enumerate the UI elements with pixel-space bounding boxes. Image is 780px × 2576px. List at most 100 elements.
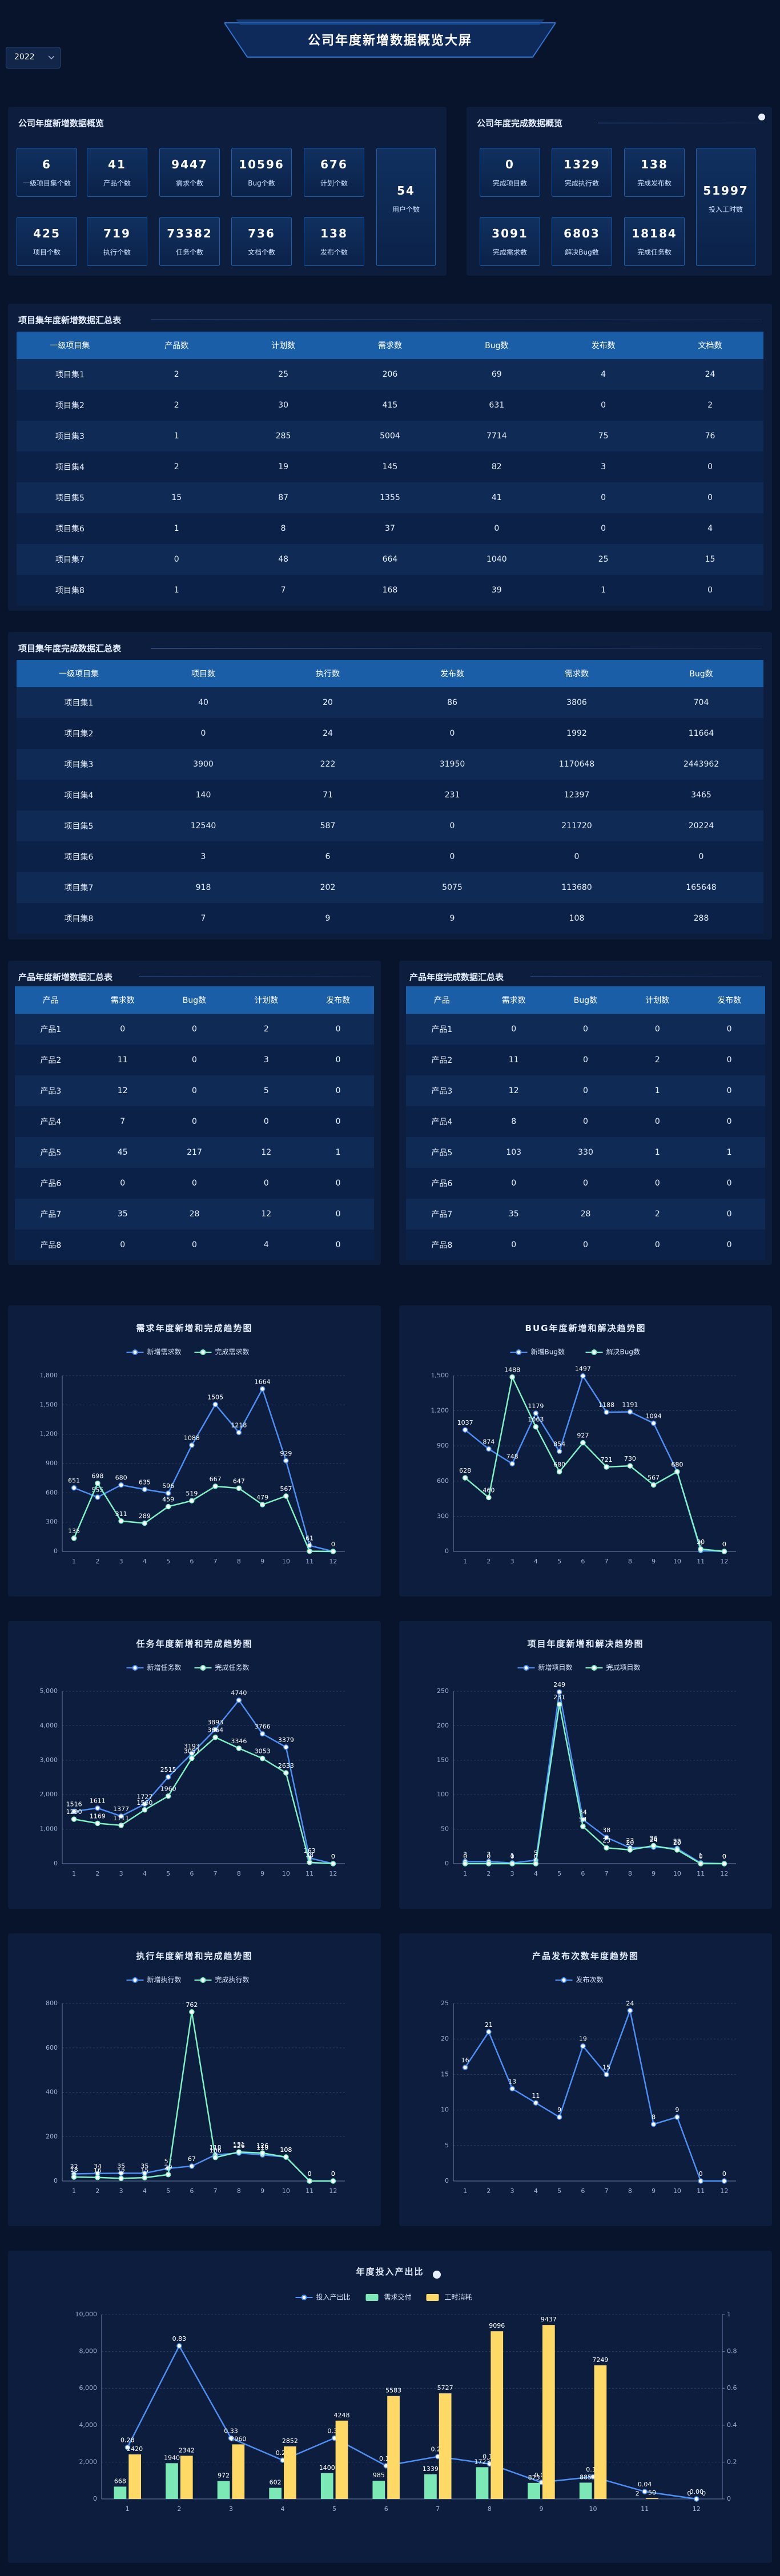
y-tick-label: 10,000 (75, 2311, 98, 2318)
x-tick-label: 12 (720, 2187, 728, 2195)
point (580, 1440, 586, 1446)
bar (217, 2481, 230, 2499)
stat-value: 0 (505, 158, 514, 171)
stat-card: 6803 解决Bug数 (552, 217, 612, 266)
data-table: 产品 需求数 Bug数 计划数 发布数 产品1 0 0 0 0 产品2 11 0 2 0 产品3 12 0 1 0 产品… (406, 986, 765, 1260)
x-tick-label: 2 (95, 2187, 99, 2195)
bar (232, 2444, 245, 2499)
table-cell: 项目集1 (17, 359, 123, 390)
table-cell: 产品4 (15, 1106, 87, 1137)
column-header: 文档数 (657, 332, 763, 359)
x-tick-label: 5 (557, 1558, 561, 1565)
point-value-label: 1664 (255, 1378, 271, 1385)
y-tick-label: 1,000 (40, 1825, 58, 1833)
point-value-label: 1218 (231, 1422, 247, 1429)
point-value-label: 1088 (184, 1434, 200, 1442)
y-tick-label: 1 (727, 2311, 731, 2318)
point (259, 1502, 266, 1507)
table-cell: 631 (443, 390, 550, 421)
point-value-label: 748 (506, 1453, 518, 1460)
bar-value-label: 1940 (164, 2454, 180, 2461)
series-line (464, 1374, 725, 1553)
table-row: 产品3 12 0 1 0 (406, 1075, 765, 1106)
point-value-label: 23 (602, 1837, 610, 1844)
table-cell: 产品5 (15, 1137, 87, 1168)
stat-label: 执行个数 (103, 248, 131, 256)
table-cell: 40 (141, 687, 266, 718)
point-value-label: 22 (673, 1837, 681, 1845)
point (118, 1518, 124, 1524)
table-cell: 0 (693, 1168, 765, 1199)
table-cell: 39 (443, 575, 550, 606)
table-cell: 12 (230, 1199, 303, 1229)
x-tick-label: 1 (463, 1870, 467, 1877)
point-value-label: 0 (722, 2170, 726, 2178)
series-line (74, 2152, 333, 2182)
year-select[interactable]: 2022 (6, 47, 61, 68)
y-tick-label: 1,500 (431, 1372, 449, 1379)
x-tick-label: 12 (693, 2505, 701, 2513)
point-value-label: 5 (534, 1849, 538, 1857)
point-value-label: 126 (256, 2142, 268, 2150)
x-tick-label: 12 (329, 1870, 337, 1877)
stat-value: 54 (397, 184, 415, 197)
stat-label: 计划个数 (320, 179, 348, 187)
point-value-label: 3664 (207, 1727, 223, 1734)
x-tick-label: 4 (143, 1870, 147, 1877)
point (533, 2100, 539, 2106)
header-row: 一级项目集 项目数 执行数 发布数 需求数 Bug数 (17, 660, 763, 687)
point-value-label: 1960 (160, 1785, 176, 1793)
table-cell: 0 (693, 1199, 765, 1229)
table-cell: 0 (86, 1014, 159, 1045)
table-cell: 0 (443, 513, 550, 544)
column-header: 需求数 (514, 660, 639, 687)
point-value-label: 667 (210, 1476, 222, 1483)
table-cell: 产品6 (406, 1168, 478, 1199)
point-value-label: 3379 (278, 1736, 294, 1744)
point-value-label: 3893 (207, 1719, 223, 1726)
table-cell: 1 (123, 513, 230, 544)
point-value-label: 1377 (113, 1805, 129, 1813)
point-value-label: 249 (553, 1681, 565, 1688)
stat-label: 产品个数 (103, 179, 131, 187)
table-cell: 项目集2 (17, 718, 141, 749)
point (721, 1861, 727, 1867)
point-value-label: 459 (162, 1495, 174, 1503)
point (604, 1409, 609, 1415)
stat-value: 719 (103, 227, 131, 240)
y-tick-label: 5,000 (40, 1687, 58, 1695)
point (556, 2114, 562, 2120)
point-value-label: 0 (487, 1853, 490, 1860)
column-header: 发布数 (693, 986, 765, 1014)
panel: 产品年度完成数据汇总表产品 需求数 Bug数 计划数 发布数 产品1 0 0 0 0 产品2 11 0 2… (399, 961, 772, 1265)
point-value-label: 15 (140, 2167, 148, 2174)
column-header: 一级项目集 (17, 332, 123, 359)
legend-label: 投入产出比 (316, 2293, 351, 2301)
table-cell: 69 (443, 359, 550, 390)
panel-title: 产品年度完成数据汇总表 (409, 972, 504, 982)
column-header: 产品 (15, 986, 87, 1014)
bar-value-label: 2420 (127, 2445, 143, 2453)
point-value-label: 680 (671, 1461, 683, 1468)
point (236, 1485, 242, 1491)
x-tick-label: 10 (282, 1870, 290, 1877)
legend-label: 发布次数 (576, 1976, 604, 1984)
point (604, 1464, 609, 1470)
table-cell: 0 (158, 1229, 231, 1260)
bar-value-label: 9096 (489, 2322, 505, 2329)
x-tick-label: 11 (305, 2187, 313, 2195)
panel-title: 产品年度新增数据汇总表 (18, 972, 113, 982)
x-tick-label: 4 (281, 2505, 285, 2513)
table-cell: 项目集3 (17, 421, 123, 451)
bar-value-label: 1400 (319, 2464, 335, 2472)
point-value-label: 1611 (90, 1797, 106, 1805)
point-value-label: 311 (115, 1510, 127, 1518)
table-cell: 0 (158, 1014, 231, 1045)
point (330, 2178, 336, 2184)
point (95, 1805, 100, 1811)
stat-value: 18184 (632, 227, 677, 240)
y-tick-label: 4,000 (40, 1722, 58, 1729)
table-cell: 0 (693, 1045, 765, 1075)
